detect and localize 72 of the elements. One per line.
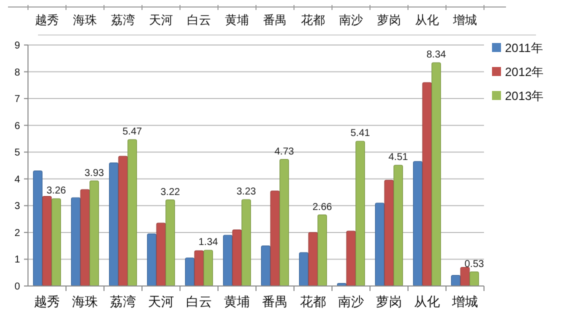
data-label: 1.34 (198, 237, 218, 248)
legend-label: 2013年 (505, 89, 544, 104)
bar (261, 246, 270, 286)
bar (375, 202, 384, 286)
bar (318, 214, 327, 286)
x-tick-label: 花都 (300, 294, 326, 309)
x-tick-label: 越秀 (34, 294, 60, 309)
bar (356, 140, 365, 286)
x-tick-label: 天河 (148, 294, 174, 309)
x-tick-label: 增城 (451, 294, 478, 309)
data-label: 0.53 (464, 258, 484, 270)
bar (42, 196, 52, 286)
data-label: 4.73 (274, 146, 294, 158)
data-label: 3.26 (46, 186, 66, 197)
y-tick-label: 5 (14, 148, 20, 159)
y-tick-label: 7 (14, 94, 20, 106)
bar (223, 234, 232, 286)
y-tick-label: 1 (14, 254, 20, 266)
x-tick-label: 海珠 (72, 294, 98, 309)
bar (204, 250, 213, 286)
data-label: 3.93 (84, 168, 104, 179)
bar (242, 199, 251, 286)
y-tick-label: 4 (14, 174, 20, 186)
x-tick-label: 黄埔 (224, 294, 250, 309)
bar (71, 197, 80, 286)
data-label: 2.66 (312, 202, 332, 213)
bar (280, 159, 289, 286)
data-label: 5.47 (122, 126, 142, 138)
bar (156, 222, 166, 286)
bar (422, 82, 432, 286)
data-label: 8.34 (426, 50, 446, 61)
x-tick-label: 番禺 (262, 294, 288, 309)
data-label: 3.23 (236, 186, 256, 198)
bar (232, 229, 242, 286)
y-tick-label: 2 (14, 228, 20, 239)
bar (33, 170, 42, 286)
y-tick-label: 6 (14, 120, 20, 132)
bar (194, 250, 204, 286)
data-label: 4.51 (388, 152, 408, 164)
y-tick-label: 9 (14, 40, 20, 52)
y-tick-label: 0 (14, 282, 20, 292)
bar (166, 199, 175, 286)
bar (308, 232, 318, 286)
bar (394, 164, 403, 286)
bar (346, 230, 356, 286)
bar (470, 272, 479, 286)
legend-label: 2012年 (505, 65, 544, 80)
bar (432, 62, 441, 286)
x-tick-label: 萝岗 (376, 294, 402, 309)
data-label: 3.22 (160, 186, 180, 198)
bar (147, 233, 156, 286)
bar (460, 266, 470, 286)
bar (185, 258, 194, 286)
top-category-row: 越秀 海珠 荔湾 天河 白云 黄埔 番禺 花都 南沙 萝岗 从化 增城 (8, 4, 536, 36)
x-tick-label: 荔湾 (110, 294, 136, 309)
y-tick-label: 3 (14, 201, 20, 212)
bar (413, 161, 422, 286)
bar (52, 198, 61, 286)
bar (80, 189, 90, 286)
legend-label: 2011年 (505, 41, 543, 56)
bar (270, 190, 280, 286)
y-tick-label: 8 (14, 67, 20, 78)
data-label: 5.41 (350, 128, 370, 140)
bar (109, 162, 118, 286)
bar (90, 180, 99, 286)
bar (128, 139, 137, 286)
bar (299, 252, 308, 286)
bar (384, 180, 394, 286)
x-tick-label: 白云 (186, 294, 212, 309)
x-tick-label: 从化 (414, 294, 440, 309)
x-tick-label: 南沙 (338, 294, 364, 309)
bar (118, 156, 128, 286)
